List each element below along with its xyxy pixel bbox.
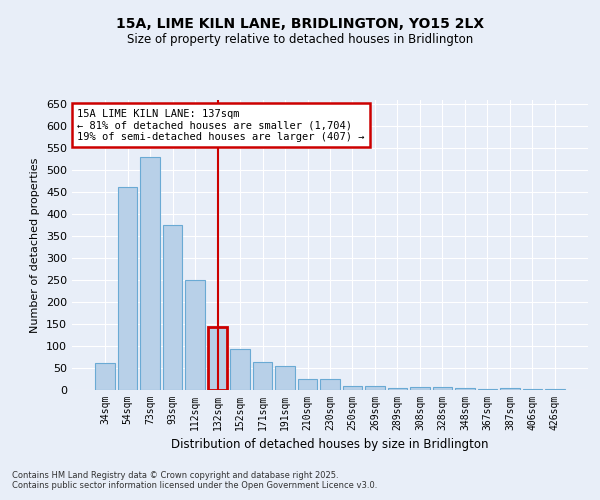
Text: 15A LIME KILN LANE: 137sqm
← 81% of detached houses are smaller (1,704)
19% of s: 15A LIME KILN LANE: 137sqm ← 81% of deta…: [77, 108, 365, 142]
X-axis label: Distribution of detached houses by size in Bridlington: Distribution of detached houses by size …: [171, 438, 489, 452]
Text: 15A, LIME KILN LANE, BRIDLINGTON, YO15 2LX: 15A, LIME KILN LANE, BRIDLINGTON, YO15 2…: [116, 18, 484, 32]
Bar: [140, 157, 160, 390]
Bar: [163, 225, 182, 390]
Bar: [545, 388, 565, 390]
Bar: [410, 387, 430, 390]
Bar: [118, 187, 137, 390]
Bar: [253, 362, 272, 390]
Text: Size of property relative to detached houses in Bridlington: Size of property relative to detached ho…: [127, 32, 473, 46]
Bar: [343, 386, 362, 390]
Bar: [500, 388, 520, 390]
Text: Contains public sector information licensed under the Open Government Licence v3: Contains public sector information licen…: [12, 480, 377, 490]
Bar: [365, 386, 385, 390]
Bar: [320, 379, 340, 390]
Bar: [185, 280, 205, 390]
Bar: [298, 379, 317, 390]
Text: Contains HM Land Registry data © Crown copyright and database right 2025.: Contains HM Land Registry data © Crown c…: [12, 470, 338, 480]
Bar: [523, 388, 542, 390]
Bar: [433, 387, 452, 390]
Bar: [388, 388, 407, 390]
Y-axis label: Number of detached properties: Number of detached properties: [31, 158, 40, 332]
Bar: [478, 388, 497, 390]
Bar: [208, 327, 227, 390]
Bar: [275, 366, 295, 390]
Bar: [455, 388, 475, 390]
Bar: [230, 349, 250, 390]
Bar: [95, 363, 115, 390]
